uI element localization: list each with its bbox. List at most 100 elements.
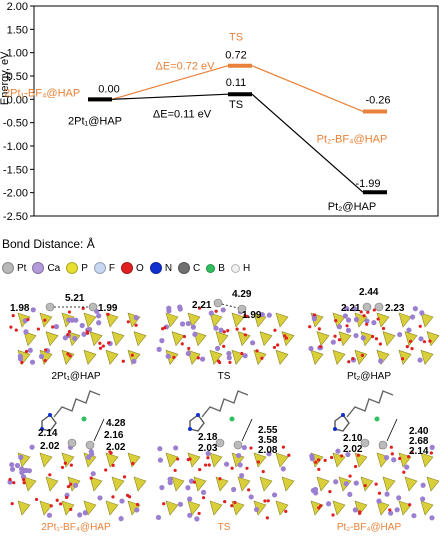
legend-item-h: H	[230, 263, 250, 274]
o-atom	[48, 473, 52, 477]
o-atom	[65, 495, 69, 500]
ca-atom	[185, 485, 191, 491]
ca-atom	[420, 482, 426, 488]
po4-tetrahedron	[231, 312, 245, 328]
o-atom	[69, 507, 73, 511]
o-atom	[223, 500, 227, 504]
po4-tetrahedron	[209, 312, 223, 328]
value-label: 0.72	[225, 50, 246, 62]
o-atom	[362, 314, 366, 318]
o-atom	[331, 513, 335, 517]
po4-tetrahedron	[281, 331, 295, 347]
ca-atom	[131, 358, 137, 364]
o-atom	[182, 334, 187, 339]
o-atom	[408, 339, 413, 343]
po4-tetrahedron	[259, 476, 273, 492]
ca-atom	[347, 491, 353, 497]
panel-caption: 2Pt₁-BF₄@HAP	[41, 522, 111, 533]
ca-atom	[187, 512, 193, 518]
structure-panel: 1.98 5.21 1.99 2Pt₁@HAP	[9, 293, 147, 382]
o-atom	[263, 499, 267, 503]
legend-symbol: P	[81, 262, 88, 274]
po4-tetrahedron	[111, 476, 125, 492]
ca-atom	[177, 304, 183, 310]
ca-atom	[157, 457, 163, 463]
ca-atom	[90, 471, 96, 477]
bond-length-label: 2.55	[258, 425, 278, 436]
ca-atom	[311, 316, 317, 322]
y-tick-label: -1.50	[3, 164, 28, 176]
bond-length-label: 2.02	[343, 444, 363, 455]
ca-atom	[62, 335, 68, 341]
po4-tetrahedron	[382, 331, 396, 347]
ca-atom	[20, 474, 27, 480]
ca-atom	[326, 501, 332, 507]
o-atom	[162, 502, 166, 506]
legend-item-b: B	[206, 263, 225, 274]
o-atom	[11, 314, 15, 318]
ca-atom	[119, 498, 125, 504]
ca-atom	[81, 331, 87, 337]
ca-atom	[241, 444, 247, 451]
o-atom	[196, 356, 200, 360]
ca-atom	[88, 448, 94, 455]
o-atom	[228, 360, 232, 365]
ca-atom	[72, 335, 78, 342]
ca-atom	[313, 490, 319, 496]
ca-atom	[396, 495, 402, 501]
o-atom	[365, 322, 369, 326]
ca-atom	[352, 507, 358, 513]
ca-atom	[253, 506, 260, 513]
po4-tetrahedron	[316, 476, 330, 492]
ca-atom	[192, 331, 198, 337]
po4-tetrahedron	[83, 349, 97, 365]
po4-tetrahedron	[105, 349, 119, 365]
o-atom	[207, 463, 211, 467]
ca-atom	[237, 462, 243, 468]
state-label: TS	[229, 32, 243, 44]
panel-caption: Pt₂@HAP	[347, 371, 391, 382]
o-atom	[366, 310, 370, 314]
po4-tetrahedron	[310, 349, 324, 365]
ca-atom	[411, 513, 417, 519]
o-atom	[381, 326, 386, 331]
o-atom	[43, 358, 47, 363]
bond-length-label: 5.21	[65, 293, 85, 304]
po4-tetrahedron	[187, 349, 201, 365]
o-atom	[187, 346, 191, 351]
bond-length-label: 2.03	[198, 443, 218, 454]
o-atom	[400, 357, 405, 361]
o-atom	[233, 500, 237, 505]
imidazolium-ring	[334, 414, 350, 432]
legend-item-pt: Pt	[2, 262, 26, 274]
o-atom	[9, 325, 13, 329]
ca-atom	[351, 306, 358, 312]
o-atom	[356, 453, 360, 457]
po4-tetrahedron	[127, 452, 141, 468]
value-label: 0.00	[98, 83, 119, 95]
ca-atom	[14, 462, 21, 469]
o-atom	[161, 327, 165, 331]
o-atom	[130, 353, 134, 357]
o-atom	[197, 511, 201, 516]
o-atom	[69, 463, 73, 467]
label-leader	[93, 418, 105, 442]
po4-tetrahedron	[426, 331, 440, 347]
po4-tetrahedron	[133, 476, 147, 492]
o-atom	[360, 353, 364, 357]
o-atom	[34, 497, 39, 502]
ca-atom	[165, 353, 171, 359]
bond-length-label: 1.98	[10, 303, 30, 314]
o-atom	[188, 457, 192, 461]
ca-atom	[259, 312, 265, 318]
o-atom	[214, 309, 218, 313]
ca-atom	[404, 464, 410, 470]
bond-length-label: 2.16	[104, 430, 124, 441]
ca-atom	[429, 515, 435, 521]
ca-atom	[199, 356, 206, 362]
legend-item-f: F	[93, 262, 115, 274]
y-tick-label: -1.00	[3, 141, 28, 153]
ca-atom	[187, 496, 193, 502]
ca-atom	[185, 350, 191, 357]
o-atom	[317, 467, 321, 471]
